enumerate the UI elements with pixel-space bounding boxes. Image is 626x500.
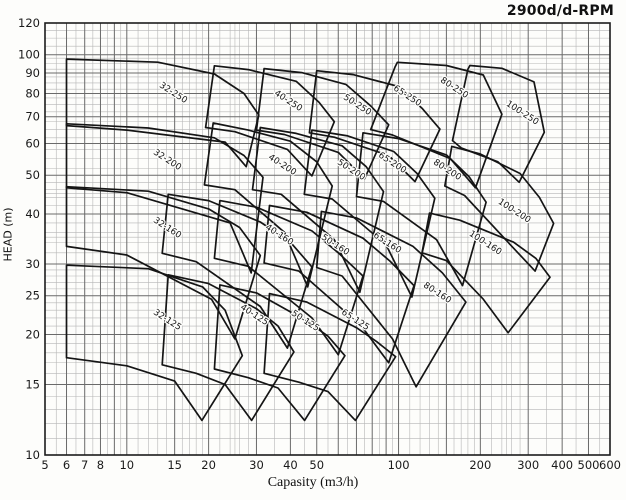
envelope-50-250 xyxy=(255,67,390,180)
y-tick-label: 25 xyxy=(25,289,40,303)
envelope-label-32-125: 32-125 xyxy=(151,308,183,333)
y-tick-label: 30 xyxy=(25,257,40,271)
x-tick-label: 500 xyxy=(578,458,600,472)
y-tick-label: 40 xyxy=(25,207,40,221)
x-tick-label: 100 xyxy=(388,458,410,472)
envelope-50-125 xyxy=(213,284,346,422)
envelope-80-160 xyxy=(315,210,467,388)
envelope-40-250 xyxy=(204,64,336,177)
envelope-label-80-200: 80-200 xyxy=(431,158,463,184)
envelope-65-125 xyxy=(263,292,397,422)
y-tick-label: 70 xyxy=(25,110,40,124)
x-tick-label: 50 xyxy=(309,458,324,472)
envelope-100-250 xyxy=(451,64,546,184)
y-tick-label: 80 xyxy=(25,86,40,100)
y-tick-label: 20 xyxy=(25,327,40,341)
y-tick-label: 90 xyxy=(25,66,40,80)
x-tick-label: 600 xyxy=(599,458,621,472)
envelope-50-200 xyxy=(251,126,385,294)
x-tick-label: 10 xyxy=(119,458,134,472)
x-tick-label: 30 xyxy=(249,458,264,472)
envelope-50-160 xyxy=(213,199,364,356)
x-tick-label: 20 xyxy=(201,458,216,472)
envelope-65-250 xyxy=(308,69,441,183)
x-tick-label: 300 xyxy=(517,458,539,472)
envelope-40-200 xyxy=(203,122,334,288)
y-tick-label: 100 xyxy=(18,48,40,62)
envelope-label-100-250: 100-250 xyxy=(504,99,541,128)
y-tick-label: 15 xyxy=(25,378,40,392)
envelope-label-50-200: 50-200 xyxy=(335,158,367,184)
y-tick-label: 120 xyxy=(18,16,40,30)
x-tick-label: 5 xyxy=(41,458,48,472)
envelope-label-65-250: 65-250 xyxy=(391,84,423,110)
x-tick-label: 400 xyxy=(551,458,573,472)
plot-frame xyxy=(44,22,611,456)
envelope-32-200 xyxy=(65,122,264,274)
x-tick-label: 8 xyxy=(97,458,104,472)
envelope-80-250 xyxy=(369,61,503,189)
envelope-80-200 xyxy=(355,131,487,287)
envelope-65-160 xyxy=(263,204,415,364)
x-tick-label: 200 xyxy=(469,458,491,472)
envelope-32-160 xyxy=(65,185,262,340)
y-tick-label: 60 xyxy=(25,137,40,151)
envelope-label-50-250: 50-250 xyxy=(341,93,373,119)
envelope-40-160 xyxy=(161,193,313,349)
x-tick-label: 40 xyxy=(283,458,298,472)
x-axis-label: Capasity (m3/h) xyxy=(267,475,359,490)
envelope-32-125 xyxy=(65,264,244,422)
envelope-label-50-160: 50-160 xyxy=(319,233,351,259)
envelope-label-80-160: 80-160 xyxy=(421,281,453,307)
x-tick-label: 7 xyxy=(81,458,88,472)
y-tick-label: 50 xyxy=(25,168,40,182)
envelope-32-250 xyxy=(65,58,260,168)
envelope-label-100-200: 100-200 xyxy=(496,197,533,226)
envelope-label-32-200: 32-200 xyxy=(151,148,183,174)
x-tick-label: 15 xyxy=(167,458,182,472)
envelope-40-125 xyxy=(161,273,295,422)
chart-title: 2900d/d-RPM xyxy=(506,3,614,19)
envelope-label-40-250: 40-250 xyxy=(272,89,304,115)
y-tick-label: 10 xyxy=(25,448,40,462)
x-tick-label: 6 xyxy=(63,458,70,472)
